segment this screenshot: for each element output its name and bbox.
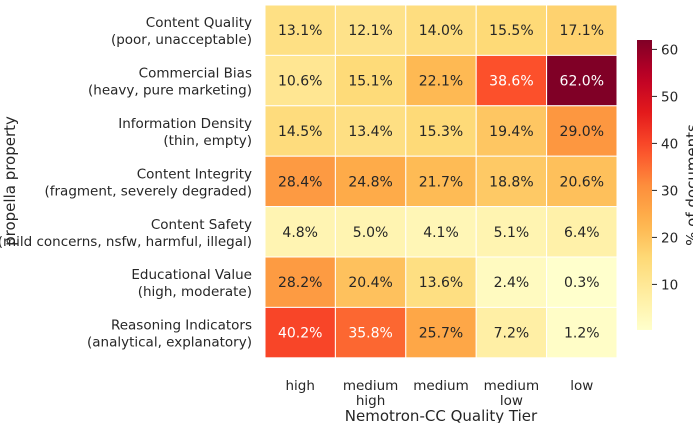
heatmap-cell bbox=[405, 4, 477, 56]
row-label: Content Safety bbox=[151, 217, 252, 233]
row-sublabel: (high, moderate) bbox=[138, 284, 252, 300]
cell-value-label: 38.6% bbox=[489, 74, 533, 90]
cell-value-label: 13.1% bbox=[278, 23, 322, 39]
cell-value-label: 15.5% bbox=[489, 23, 533, 39]
heatmap-cell bbox=[405, 54, 477, 107]
cell-value-label: 4.8% bbox=[282, 225, 318, 241]
cell-value-label: 6.4% bbox=[564, 225, 600, 241]
row-label: Reasoning Indicators bbox=[111, 318, 252, 334]
column-label: low bbox=[500, 393, 523, 409]
row-label: Content Quality bbox=[146, 15, 252, 31]
heatmap-cell bbox=[546, 155, 618, 208]
cell-value-label: 1.2% bbox=[564, 326, 600, 342]
cell-value-label: 24.8% bbox=[348, 174, 392, 190]
heatmap-cell bbox=[334, 256, 407, 308]
row-sublabel: (thin, empty) bbox=[163, 133, 252, 149]
cell-value-label: 19.4% bbox=[489, 124, 533, 140]
cell-value-label: 5.0% bbox=[353, 225, 389, 241]
heatmap-cell bbox=[405, 256, 477, 308]
colorbar-tick-label: 10 bbox=[661, 277, 678, 293]
row-label: Educational Value bbox=[131, 267, 252, 283]
heatmap-cell bbox=[334, 4, 407, 56]
heatmap-cell bbox=[546, 54, 618, 107]
x-axis-label: Nemotron-CC Quality Tier bbox=[345, 407, 538, 423]
column-label: low bbox=[570, 378, 593, 394]
cell-value-label: 14.0% bbox=[419, 23, 463, 39]
cell-value-label: 20.4% bbox=[348, 275, 392, 291]
cell-value-label: 5.1% bbox=[494, 225, 530, 241]
cell-value-label: 12.1% bbox=[348, 23, 392, 39]
cell-value-label: 62.0% bbox=[560, 74, 604, 90]
column-label: high bbox=[356, 393, 385, 409]
cell-value-label: 25.7% bbox=[419, 326, 463, 342]
cell-value-label: 22.1% bbox=[419, 74, 463, 90]
heatmap-cell bbox=[405, 155, 477, 208]
heatmap-cell bbox=[546, 256, 618, 308]
heatmap-cell bbox=[475, 105, 548, 157]
heatmap-cell bbox=[475, 155, 548, 208]
heatmap-cell bbox=[334, 206, 407, 258]
heatmap-cell bbox=[475, 256, 548, 308]
cell-value-label: 17.1% bbox=[560, 23, 604, 39]
cell-value-label: 28.4% bbox=[278, 174, 322, 190]
row-label: Commercial Bias bbox=[139, 66, 252, 82]
colorbar-tick-label: 40 bbox=[661, 136, 678, 152]
row-label: Content Integrity bbox=[137, 166, 252, 182]
heatmap-cell bbox=[475, 306, 548, 359]
cell-value-label: 0.3% bbox=[564, 275, 600, 291]
cell-value-label: 15.3% bbox=[419, 124, 463, 140]
cell-value-label: 14.5% bbox=[278, 124, 322, 140]
cell-value-label: 7.2% bbox=[494, 326, 530, 342]
row-sublabel: (poor, unacceptable) bbox=[111, 32, 252, 48]
cell-value-label: 40.2% bbox=[278, 326, 322, 342]
heatmap-cell bbox=[264, 155, 336, 208]
cell-value-label: 21.7% bbox=[419, 174, 463, 190]
cell-value-label: 4.1% bbox=[423, 225, 459, 241]
row-sublabel: (mild concerns, nsfw, harmful, illegal) bbox=[0, 234, 252, 250]
row-label: Information Density bbox=[118, 116, 252, 132]
cell-value-label: 15.1% bbox=[348, 74, 392, 90]
heatmap-cell bbox=[546, 206, 618, 258]
colorbar-tick-label: 20 bbox=[661, 230, 678, 246]
column-label: medium bbox=[484, 378, 539, 394]
heatmap-cell bbox=[264, 206, 336, 258]
cell-value-label: 29.0% bbox=[560, 124, 604, 140]
colorbar-tick-label: 30 bbox=[661, 183, 678, 199]
cell-value-label: 10.6% bbox=[278, 74, 322, 90]
cell-value-label: 35.8% bbox=[348, 326, 392, 342]
colorbar-label: % of documents bbox=[683, 124, 693, 246]
cell-value-label: 28.2% bbox=[278, 275, 322, 291]
row-sublabel: (fragment, severely degraded) bbox=[44, 183, 252, 199]
row-sublabel: (analytical, explanatory) bbox=[87, 335, 252, 351]
colorbar-tick-label: 50 bbox=[661, 89, 678, 105]
column-label: medium bbox=[413, 378, 468, 394]
colorbar-tick-label: 60 bbox=[661, 42, 678, 58]
heatmap-cell bbox=[334, 105, 407, 157]
heatmap-cell bbox=[264, 54, 336, 107]
column-label: medium bbox=[343, 378, 398, 394]
column-label: high bbox=[285, 378, 314, 394]
cell-value-label: 13.4% bbox=[348, 124, 392, 140]
cell-value-label: 18.8% bbox=[489, 174, 533, 190]
heatmap-cell bbox=[264, 306, 336, 359]
row-sublabel: (heavy, pure marketing) bbox=[88, 83, 252, 99]
heatmap-cell bbox=[264, 4, 336, 56]
heatmap-cell bbox=[405, 206, 477, 258]
heatmap-cell bbox=[546, 306, 618, 359]
cell-value-label: 2.4% bbox=[494, 275, 530, 291]
cell-value-label: 13.6% bbox=[419, 275, 463, 291]
colorbar bbox=[637, 40, 652, 330]
y-axis-label: propella property bbox=[1, 116, 19, 246]
heatmap-cell bbox=[334, 155, 407, 208]
cell-value-label: 20.6% bbox=[560, 174, 604, 190]
